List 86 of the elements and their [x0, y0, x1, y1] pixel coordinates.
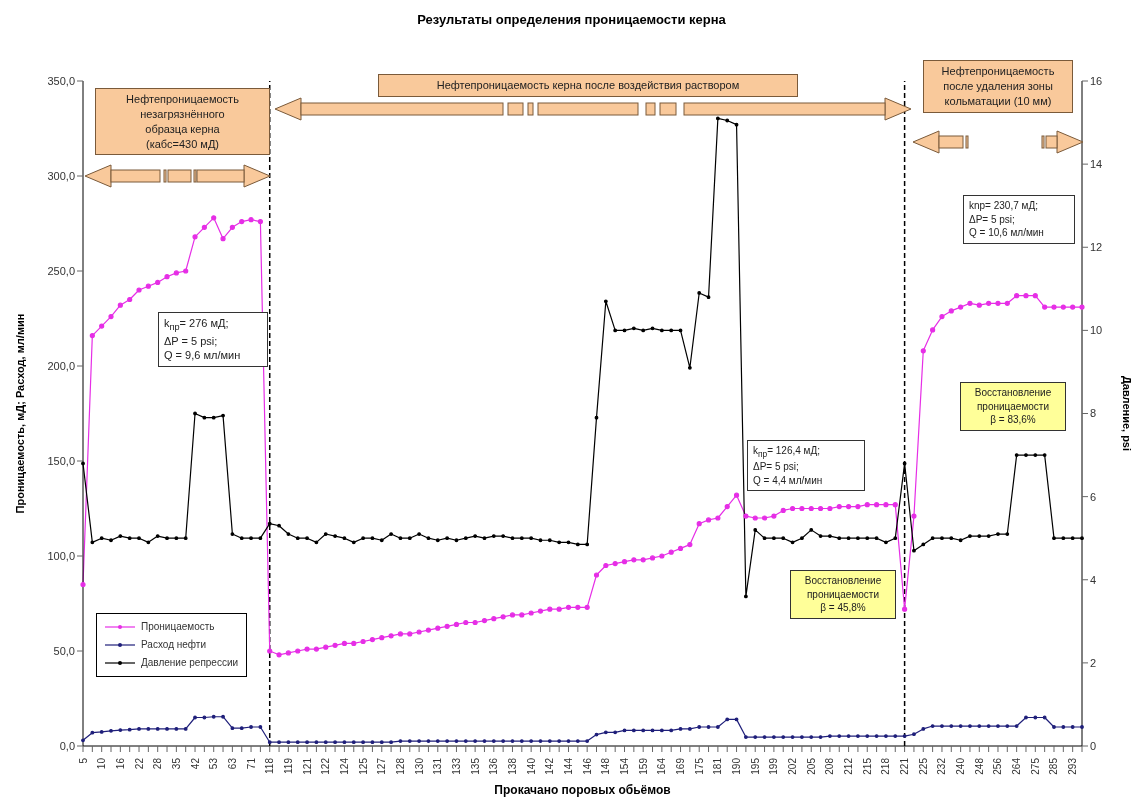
y-tick-label: 200,0 — [47, 359, 75, 372]
x-tick-label: 138 — [506, 757, 518, 775]
x-tick-label: 124 — [338, 757, 350, 775]
x-tick-label: 264 — [1011, 757, 1023, 775]
x-tick-label: 131 — [432, 757, 444, 775]
x-tick-label: 146 — [581, 757, 593, 775]
x-tick-label: 154 — [619, 757, 631, 775]
x-tick-label: 285 — [1048, 757, 1060, 775]
x-tick-label: 28 — [152, 757, 164, 770]
text-box: Нефтепроницаемость керна после воздействия раствором — [378, 74, 798, 97]
x-tick-label: 5 — [77, 757, 89, 764]
text-box: Восстановление проницаемости β = 45,8% — [790, 570, 896, 619]
y-tick-label: 50,0 — [53, 644, 75, 657]
y2-tick-label: 8 — [1090, 407, 1097, 420]
x-tick-label: 135 — [469, 757, 481, 775]
x-tick-label: 53 — [208, 757, 220, 770]
x-tick-label: 202 — [787, 757, 799, 775]
y2-tick-label: 10 — [1090, 324, 1103, 337]
y2-tick-label: 14 — [1090, 158, 1103, 171]
x-tick-label: 127 — [376, 757, 388, 775]
x-tick-label: 42 — [189, 757, 201, 770]
x-tick-label: 293 — [1067, 757, 1079, 775]
legend-label: Проницаемость — [141, 620, 215, 634]
text-box: k$_{пр}$= 126,4 мД; ΔP= 5 psi; Q = 4,4 мл/мин — [747, 440, 865, 492]
y2-tick-label: 2 — [1090, 656, 1097, 669]
x-tick-label: 133 — [450, 757, 462, 775]
x-tick-label: 164 — [656, 757, 668, 775]
x-tick-label: 181 — [712, 757, 724, 775]
x-tick-label: 218 — [880, 757, 892, 775]
x-tick-label: 212 — [843, 757, 855, 775]
x-tick-label: 136 — [488, 757, 500, 775]
x-tick-label: 248 — [973, 757, 985, 775]
x-tick-label: 221 — [899, 757, 911, 775]
y2-tick-label: 0 — [1090, 739, 1097, 752]
x-tick-label: 205 — [805, 757, 817, 775]
y2-tick-label: 4 — [1090, 573, 1097, 586]
x-tick-label: 190 — [731, 757, 743, 775]
x-tick-label: 169 — [675, 757, 687, 775]
x-tick-label: 128 — [394, 757, 406, 775]
y-tick-label: 350,0 — [47, 74, 75, 87]
x-tick-label: 175 — [693, 757, 705, 775]
x-tick-label: 63 — [226, 757, 238, 770]
x-tick-label: 121 — [301, 757, 313, 775]
x-tick-label: 71 — [245, 757, 257, 770]
x-tick-label: 275 — [1029, 757, 1041, 775]
x-tick-label: 159 — [637, 757, 649, 775]
text-box: knp= 230,7 мД; ΔP= 5 psi; Q = 10,6 мл/мин — [963, 195, 1075, 244]
x-tick-label: 199 — [768, 757, 780, 775]
text-box: Восстановление проницаемости β = 83,6% — [960, 382, 1066, 431]
text-box: Нефтепроницаемость после удаления зоны кольматации (10 мм) — [923, 60, 1073, 113]
y2-tick-label: 12 — [1090, 241, 1103, 254]
x-tick-label: 118 — [264, 757, 276, 774]
x-tick-label: 195 — [749, 757, 761, 775]
x-tick-label: 16 — [114, 757, 126, 770]
x-tick-label: 35 — [170, 757, 182, 770]
y2-tick-label: 16 — [1090, 74, 1103, 87]
y2-tick-label: 6 — [1090, 490, 1097, 503]
x-tick-label: 125 — [357, 757, 369, 775]
x-tick-label: 130 — [413, 757, 425, 775]
x-tick-label: 10 — [96, 757, 108, 770]
x-axis-title: Прокачано поровых обьёмов — [494, 783, 671, 797]
x-tick-label: 240 — [955, 757, 967, 775]
x-tick-label: 215 — [861, 757, 873, 775]
y-tick-label: 150,0 — [47, 454, 75, 467]
text-box: k$_{пр}$= 276 мД; ΔP = 5 psi; Q = 9,6 мл/мин — [158, 312, 268, 368]
y-tick-label: 0,0 — [59, 739, 75, 752]
x-tick-label: 22 — [133, 757, 145, 770]
y2-axis-title: Давление, psi — [1121, 375, 1134, 452]
legend-label: Расход нефти — [141, 638, 206, 652]
y-axis-title: Проницаемость, мД; Расход, мл/мин — [13, 313, 26, 514]
y-tick-label: 250,0 — [47, 264, 75, 277]
x-tick-label: 140 — [525, 757, 537, 775]
x-tick-label: 225 — [917, 757, 929, 775]
x-tick-label: 148 — [600, 757, 612, 775]
legend-label: Давление репрессии — [141, 656, 239, 670]
x-tick-label: 256 — [992, 757, 1004, 775]
x-tick-label: 232 — [936, 757, 948, 775]
x-tick-label: 119 — [282, 757, 294, 774]
y-tick-label: 300,0 — [47, 169, 75, 182]
chart-title: Результаты определения проницаемости керна — [416, 12, 727, 27]
y-tick-label: 100,0 — [47, 549, 75, 562]
x-tick-label: 142 — [544, 757, 556, 775]
text-box: Нефтепроницаемость незагрязнённого образца керна (кабс=430 мД) — [95, 88, 270, 156]
x-tick-label: 208 — [824, 757, 836, 775]
x-tick-label: 144 — [563, 757, 574, 775]
x-tick-label: 122 — [320, 757, 332, 775]
